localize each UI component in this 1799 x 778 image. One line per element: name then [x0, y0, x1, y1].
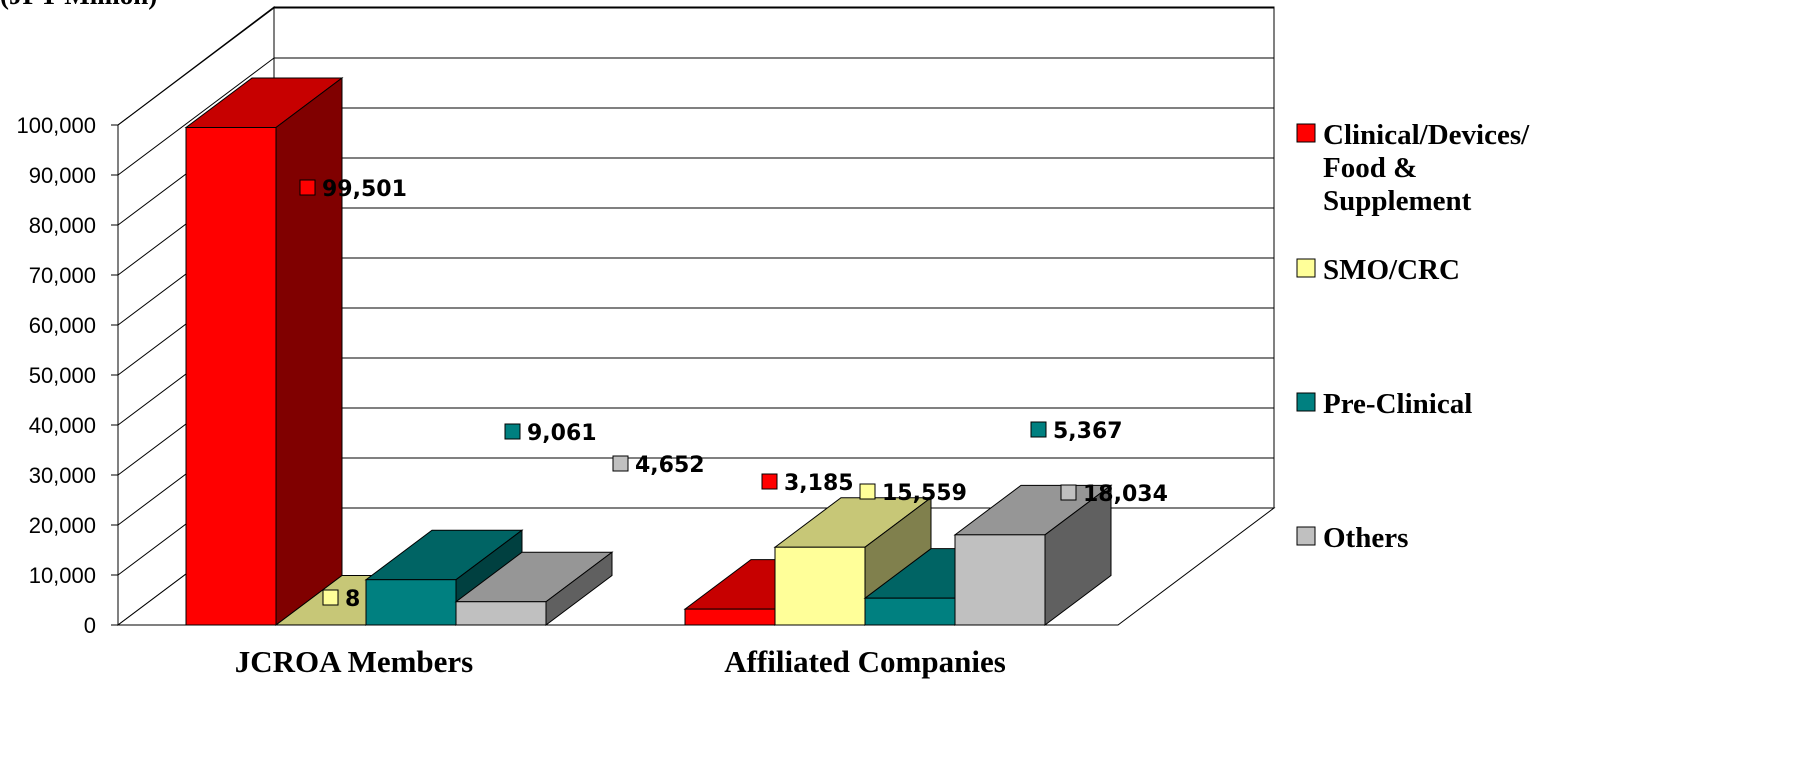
y-tick-label: 90,000 — [29, 163, 96, 188]
bar-0-0 — [184, 76, 344, 626]
y-tick-label: 100,000 — [16, 113, 96, 138]
data-label-text: 5,367 — [1053, 419, 1123, 444]
data-label-swatch — [299, 179, 316, 196]
legend-swatch — [1296, 392, 1316, 412]
legend-item-0: Clinical/Devices/Food &Supplement — [1296, 119, 1530, 217]
data-labels: 99,501 8 9,061 4,652 3,185 15,559 5,367 18,034 — [299, 177, 1168, 612]
legend-swatch — [1296, 258, 1316, 278]
y-tick-label: 60,000 — [29, 313, 96, 338]
data-label-0-2: 9,061 — [504, 421, 597, 446]
y-tick-label: 30,000 — [29, 463, 96, 488]
data-label-text: 3,185 — [784, 471, 854, 496]
gridline-side — [117, 57, 275, 176]
data-label-swatch — [504, 423, 521, 440]
category-label: Affiliated Companies — [724, 644, 1006, 679]
y-tick-label: 40,000 — [29, 413, 96, 438]
bar-front — [365, 579, 457, 626]
legend-item-2: Pre-Clinical — [1296, 388, 1472, 420]
data-label-1-0: 3,185 — [761, 471, 854, 496]
legend: Clinical/Devices/Food &Supplement SMO/CRC… — [1296, 119, 1530, 554]
y-tick-label: 50,000 — [29, 363, 96, 388]
legend-item-3: Others — [1296, 522, 1408, 554]
bars — [184, 76, 1113, 626]
data-label-1-1: 15,559 — [859, 481, 967, 506]
y-tick-label: 80,000 — [29, 213, 96, 238]
y-tick-label: 20,000 — [29, 513, 96, 538]
category-label: JCROA Members — [235, 644, 473, 679]
data-label-0-0: 99,501 — [299, 177, 407, 202]
legend-label: Food & — [1323, 152, 1417, 184]
y-axis: 0 10,000 20,000 30,000 40,000 50,000 60,000 70,… — [16, 113, 119, 638]
bar-front — [455, 601, 547, 626]
data-label-text: 8 — [345, 587, 360, 612]
data-label-1-3: 18,034 — [1060, 482, 1168, 507]
data-label-1-2: 5,367 — [1030, 419, 1123, 444]
data-label-text: 15,559 — [882, 481, 967, 506]
unit-label: (JPY Million) — [0, 0, 157, 10]
data-label-swatch — [1060, 484, 1077, 501]
bar-1-3 — [953, 484, 1113, 626]
gridline-side — [117, 7, 275, 126]
data-label-swatch — [322, 589, 339, 606]
legend-item-1: SMO/CRC — [1296, 254, 1460, 286]
data-label-swatch — [761, 473, 778, 490]
y-tick-label: 0 — [84, 613, 96, 638]
bar-side — [275, 76, 343, 626]
legend-label: Pre-Clinical — [1323, 388, 1472, 420]
data-label-swatch — [859, 483, 876, 500]
data-label-text: 4,652 — [635, 453, 705, 478]
bar-front — [684, 608, 776, 626]
y-tick-label: 70,000 — [29, 263, 96, 288]
legend-label: Clinical/Devices/ — [1323, 119, 1530, 151]
bar-0-3 — [454, 551, 614, 626]
y-tick-label: 10,000 — [29, 563, 96, 588]
legend-label: SMO/CRC — [1323, 254, 1460, 286]
data-label-swatch — [612, 455, 629, 472]
data-label-text: 9,061 — [527, 421, 597, 446]
bar-front — [774, 546, 866, 626]
legend-label: Others — [1323, 522, 1408, 554]
legend-swatch — [1296, 526, 1316, 546]
data-label-0-1: 8 — [322, 587, 360, 612]
x-axis: JCROA Members Affiliated Companies — [235, 644, 1006, 679]
legend-label: Supplement — [1323, 185, 1472, 217]
legend-swatch — [1296, 123, 1316, 143]
bar-front — [954, 534, 1046, 626]
data-label-text: 99,501 — [322, 177, 407, 202]
bar-front — [185, 126, 277, 626]
data-label-swatch — [1030, 421, 1047, 438]
data-label-0-3: 4,652 — [612, 453, 705, 478]
bar-front — [864, 597, 956, 626]
data-label-text: 18,034 — [1083, 482, 1168, 507]
